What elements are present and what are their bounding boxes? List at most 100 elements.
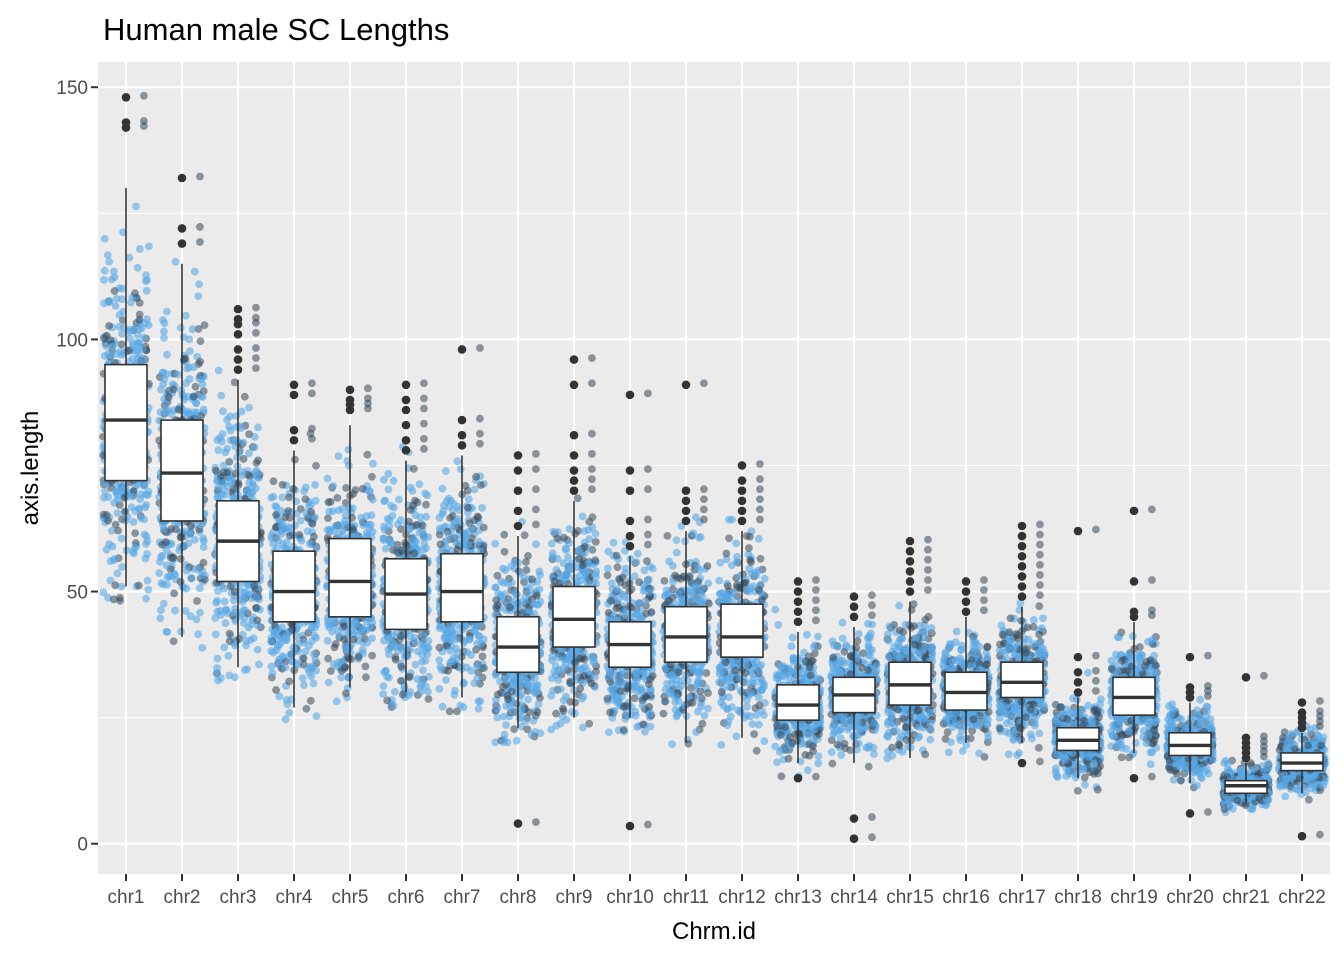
jitter-point	[136, 245, 144, 253]
jitter-point	[757, 686, 766, 695]
jitter-point	[118, 295, 126, 304]
jitter-point	[585, 517, 594, 526]
jitter-point	[680, 701, 689, 710]
jitter-point	[576, 684, 585, 693]
jitter-point	[125, 253, 134, 262]
jitter-point	[194, 325, 203, 333]
jitter-point	[237, 595, 246, 604]
jitter-point	[268, 669, 277, 678]
jitter-point	[389, 701, 398, 710]
jitter-point	[603, 694, 612, 703]
jitter-point	[198, 393, 207, 401]
jitter-point	[119, 307, 127, 316]
jitter-point	[134, 581, 143, 590]
jitter-point	[99, 588, 108, 597]
jitter-point	[474, 668, 483, 677]
jitter-point	[100, 276, 108, 284]
jitter-point	[144, 585, 153, 594]
jitter-point	[247, 620, 256, 629]
jitter-point	[170, 589, 179, 598]
jitter-point	[732, 732, 741, 741]
jitter-point	[604, 547, 613, 556]
jitter-point	[722, 555, 731, 564]
jitter-point	[500, 530, 509, 539]
jitter-point	[745, 564, 754, 573]
jitter-point	[475, 537, 483, 546]
jitter-point	[383, 633, 392, 641]
jitter-point	[607, 596, 615, 605]
jitter-point	[311, 623, 320, 632]
jitter-point	[659, 709, 668, 718]
jitter-point	[612, 551, 621, 560]
jitter-point	[565, 539, 573, 547]
jitter-point	[176, 555, 185, 563]
jitter-point	[334, 452, 343, 460]
jitter-point	[578, 512, 587, 521]
jitter-point	[380, 497, 389, 506]
jitter-point	[717, 741, 726, 749]
jitter-point	[718, 589, 727, 597]
jitter-point	[308, 664, 316, 673]
jitter-point	[142, 594, 150, 603]
jitter-point	[105, 297, 114, 305]
jitter-point	[630, 572, 639, 580]
jitter-point	[136, 357, 145, 366]
jitter-point	[571, 529, 580, 538]
jitter-point	[368, 495, 377, 504]
jitter-point	[108, 342, 117, 351]
jitter-point	[334, 658, 343, 667]
jitter-point	[480, 664, 488, 672]
jitter-point	[461, 481, 470, 490]
jitter-point	[213, 607, 222, 616]
jitter-point	[380, 475, 388, 484]
jitter-point	[678, 596, 687, 605]
jitter-point	[462, 663, 471, 672]
jitter-point	[308, 520, 317, 528]
jitter-point	[413, 675, 422, 683]
jitter-point	[580, 527, 589, 535]
jitter-point	[253, 616, 262, 625]
jitter-point	[155, 569, 164, 577]
jitter-point	[328, 507, 337, 516]
jitter-point	[100, 266, 109, 275]
jitter-point	[157, 606, 165, 614]
jitter-point	[474, 704, 483, 713]
jitter-point	[571, 658, 579, 667]
jitter-point	[113, 509, 122, 517]
jitter-point	[521, 717, 530, 725]
jitter-point	[422, 544, 430, 553]
jitter-point	[107, 275, 116, 284]
jitter-point	[301, 483, 310, 492]
jitter-point	[271, 502, 280, 510]
jitter-point	[716, 558, 725, 567]
jitter-point	[285, 531, 294, 540]
jitter-point	[113, 569, 122, 578]
jitter-point	[269, 492, 278, 501]
jitter-point	[237, 407, 246, 416]
jitter-point	[277, 507, 285, 515]
jitter-point	[493, 713, 502, 722]
jitter-point	[133, 338, 142, 346]
jitter-point	[187, 522, 195, 530]
jitter-point	[422, 512, 430, 521]
jitter-point	[182, 311, 190, 320]
jitter-point	[230, 378, 239, 387]
jitter-point	[119, 228, 127, 237]
jitter-point	[665, 596, 673, 605]
jitter-point	[190, 536, 199, 544]
jitter-point	[143, 550, 152, 558]
jitter-point	[299, 654, 308, 663]
jitter-point	[520, 531, 529, 540]
jitter-point	[517, 722, 526, 731]
jitter-point	[301, 495, 310, 503]
jitter-point	[451, 686, 459, 695]
jitter-point	[719, 701, 728, 710]
jitter-point	[415, 480, 424, 489]
jitter-point	[186, 612, 195, 621]
jitter-point	[565, 525, 574, 533]
jitter-point	[379, 534, 388, 543]
jitter-point	[583, 577, 591, 585]
jitter-point	[453, 457, 462, 466]
jitter-point	[589, 579, 598, 588]
jitter-point	[549, 686, 557, 695]
